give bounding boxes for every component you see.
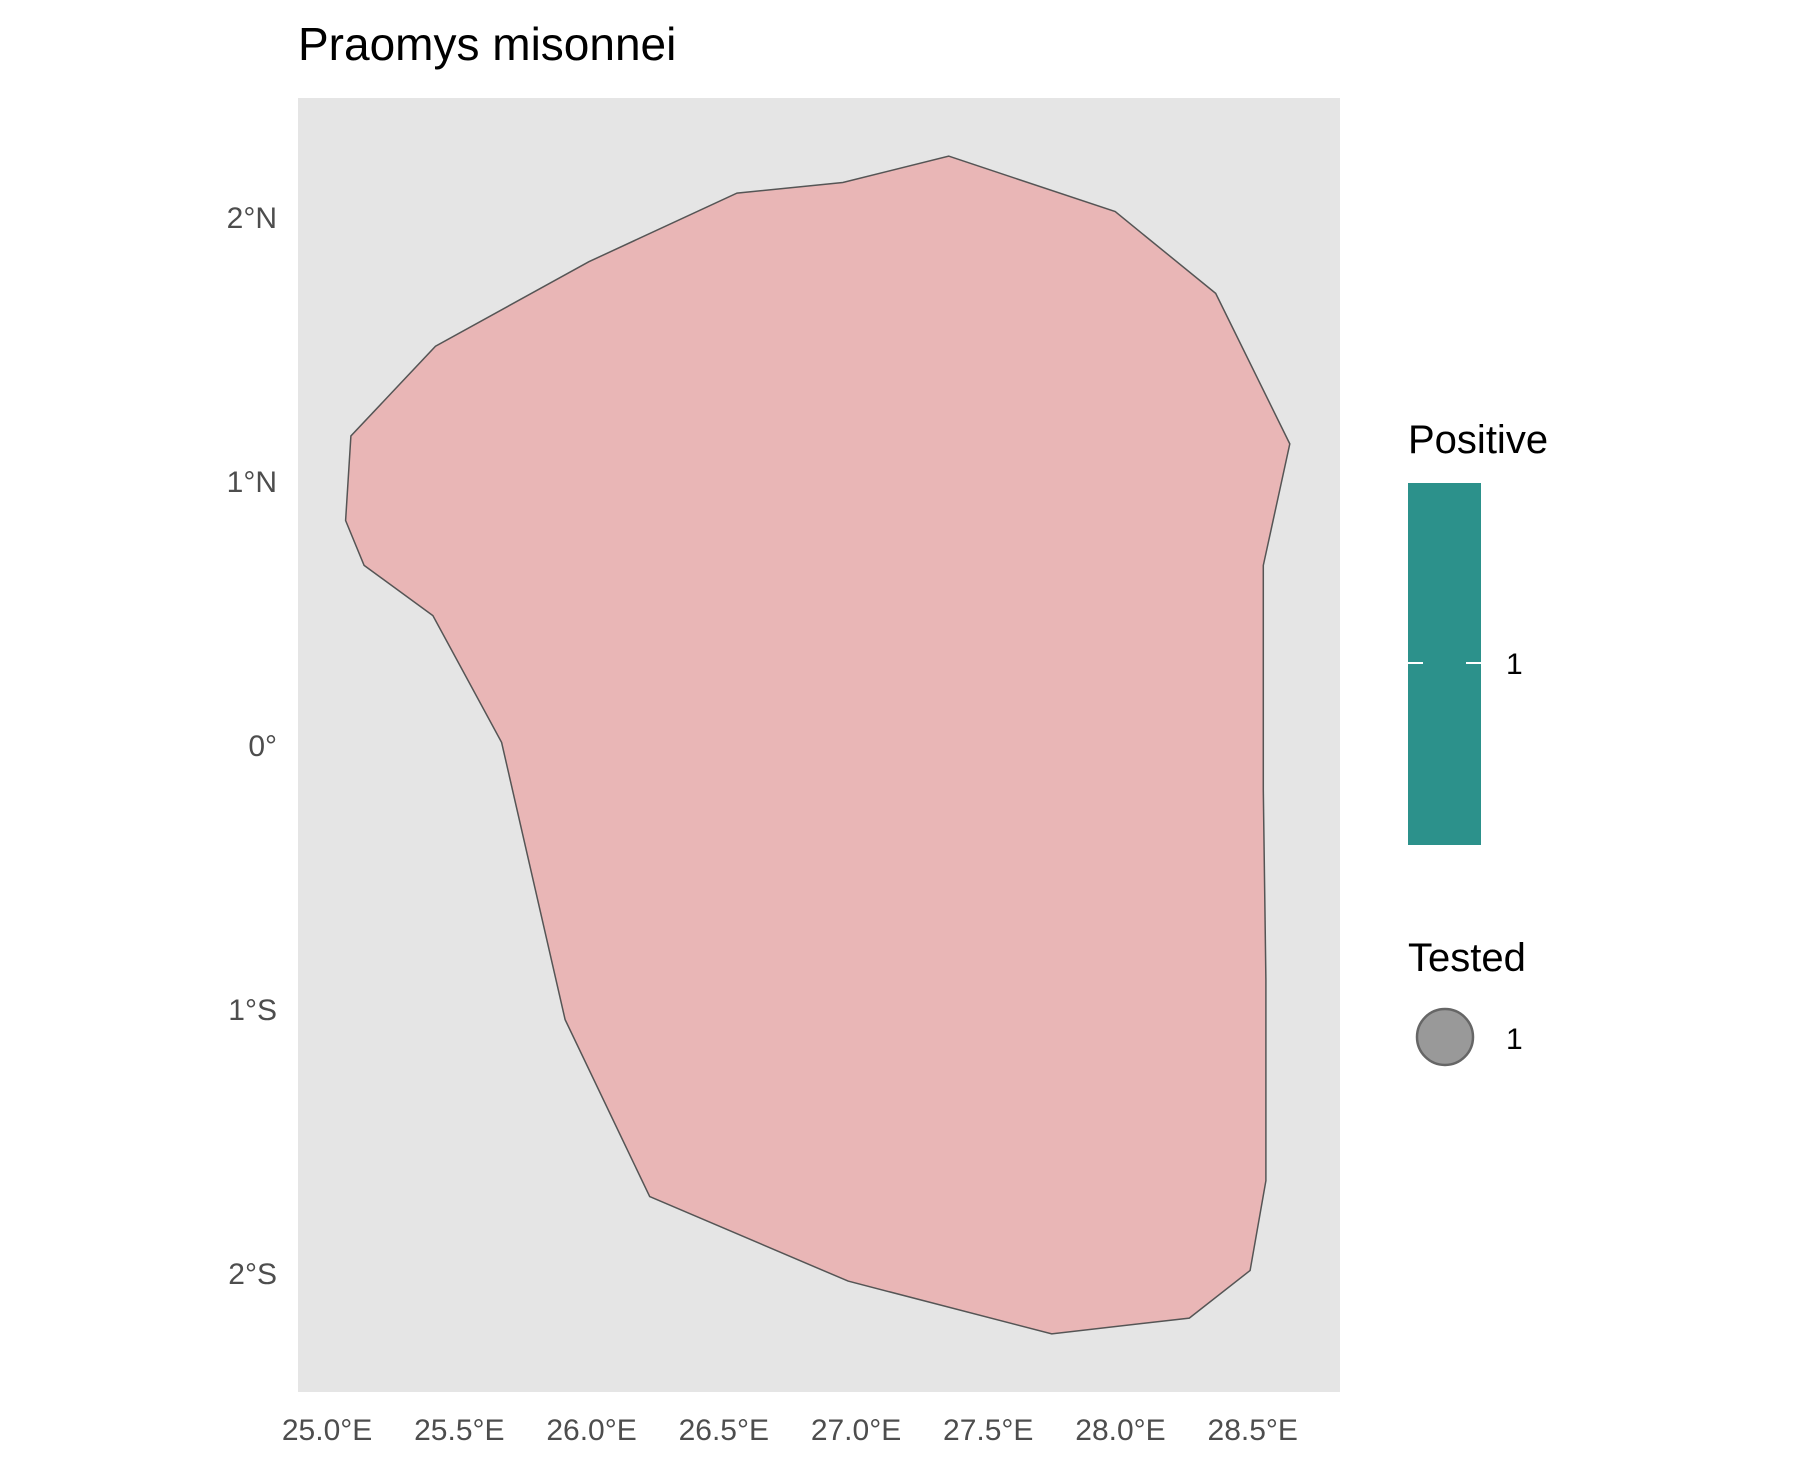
species-range-polygon	[344, 155, 1291, 1335]
legend-tested-label: 1	[1506, 1023, 1523, 1056]
latitude-axis: 2°N 1°N 0° 1°S 2°S	[227, 202, 277, 1291]
y-tick-label: 1°N	[227, 466, 277, 499]
legend-tested-circle-icon	[1415, 1007, 1475, 1067]
legend-positive-title: Positive	[1408, 418, 1548, 462]
y-tick-label: 2°S	[228, 1258, 277, 1291]
y-tick-label: 1°S	[228, 994, 277, 1027]
longitude-axis: 25.0°E 25.5°E 26.0°E 26.5°E 27.0°E 27.5°E 28.0…	[282, 1414, 1298, 1447]
map-title: Praomys misonnei	[298, 18, 676, 70]
x-tick-label: 27.0°E	[811, 1414, 901, 1447]
x-tick-label: 25.0°E	[282, 1414, 372, 1447]
x-tick-label: 26.0°E	[546, 1414, 636, 1447]
x-tick-label: 28.0°E	[1075, 1414, 1165, 1447]
x-tick-label: 27.5°E	[943, 1414, 1033, 1447]
legend-tested-title: Tested	[1408, 936, 1526, 980]
x-tick-label: 26.5°E	[679, 1414, 769, 1447]
x-tick-label: 28.5°E	[1208, 1414, 1298, 1447]
y-tick-label: 2°N	[227, 202, 277, 235]
legend-positive-label: 1	[1506, 648, 1523, 681]
y-tick-label: 0°	[248, 730, 277, 763]
legend: Positive 1 Tested 1	[1408, 418, 1548, 1067]
x-tick-label: 25.5°E	[414, 1414, 504, 1447]
